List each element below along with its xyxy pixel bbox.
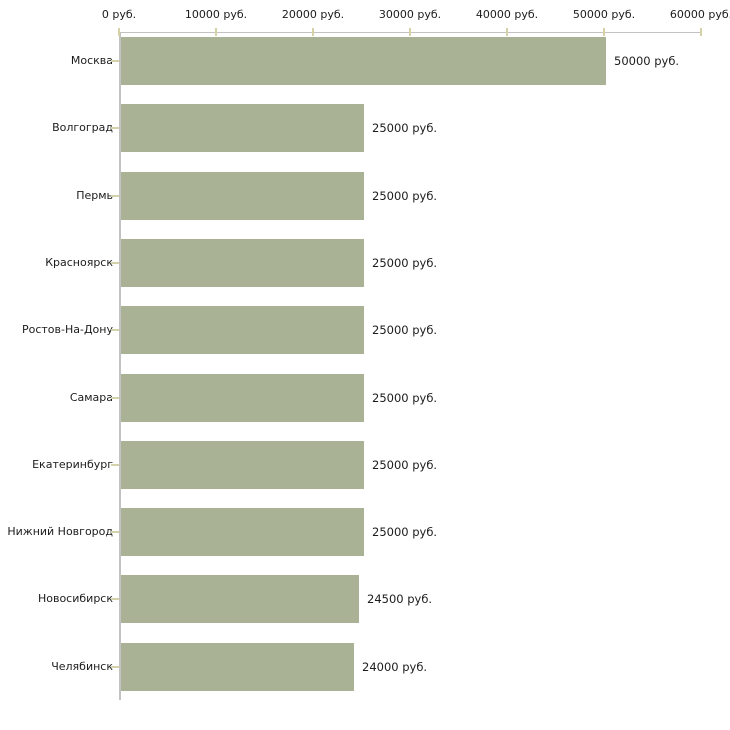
x-axis-tick-label: 40000 руб.: [475, 8, 539, 21]
y-axis-tick-mark: [111, 464, 119, 466]
x-axis-tick-label: 30000 руб.: [378, 8, 442, 21]
x-axis-tick-mark: [603, 28, 605, 36]
bar-6: [121, 441, 364, 489]
y-axis-line: [119, 32, 121, 700]
y-axis-tick-mark: [111, 531, 119, 533]
x-axis-tick-mark: [700, 28, 702, 36]
category-label: Пермь: [76, 189, 113, 202]
x-axis-tick-label: 0 руб.: [101, 8, 137, 21]
x-axis-tick-label: 20000 руб.: [281, 8, 345, 21]
category-label: Самара: [69, 391, 113, 404]
x-axis-tick-label: 10000 руб.: [184, 8, 248, 21]
bar-2: [121, 172, 364, 220]
bar-5: [121, 374, 364, 422]
value-label: 25000 руб.: [372, 458, 438, 472]
y-axis-tick-mark: [111, 666, 119, 668]
y-axis-tick-mark: [111, 195, 119, 197]
x-axis-tick-mark: [118, 28, 120, 36]
x-axis-tick-label: 60000 руб.: [669, 8, 730, 21]
bar-3: [121, 239, 364, 287]
y-axis-tick-mark: [111, 598, 119, 600]
x-axis-tick-label: 50000 руб.: [572, 8, 636, 21]
y-axis-tick-mark: [111, 127, 119, 129]
bar-0: [121, 37, 606, 85]
category-label: Новосибирск: [37, 592, 113, 605]
bar-7: [121, 508, 364, 556]
bar-8: [121, 575, 359, 623]
y-axis-tick-mark: [111, 329, 119, 331]
bar-9: [121, 643, 354, 691]
y-axis-tick-mark: [111, 397, 119, 399]
value-label: 50000 руб.: [614, 54, 680, 68]
value-label: 25000 руб.: [372, 121, 438, 135]
category-label: Нижний Новгород: [7, 525, 113, 538]
category-label: Красноярск: [45, 256, 113, 269]
x-axis-tick-mark: [312, 28, 314, 36]
category-label: Ростов-На-Дону: [21, 323, 113, 336]
x-axis-tick-mark: [215, 28, 217, 36]
y-axis-tick-mark: [111, 60, 119, 62]
value-label: 25000 руб.: [372, 391, 438, 405]
bar-1: [121, 104, 364, 152]
value-label: 25000 руб.: [372, 256, 438, 270]
bar-4: [121, 306, 364, 354]
category-label: Екатеринбург: [32, 458, 113, 471]
category-label: Москва: [70, 54, 113, 67]
category-label: Волгоград: [52, 121, 113, 134]
value-label: 24500 руб.: [367, 592, 433, 606]
value-label: 25000 руб.: [372, 189, 438, 203]
value-label: 25000 руб.: [372, 525, 438, 539]
value-label: 25000 руб.: [372, 323, 438, 337]
value-label: 24000 руб.: [362, 660, 428, 674]
category-label: Челябинск: [51, 660, 113, 673]
y-axis-tick-mark: [111, 262, 119, 264]
x-axis-tick-mark: [409, 28, 411, 36]
x-axis-tick-mark: [506, 28, 508, 36]
